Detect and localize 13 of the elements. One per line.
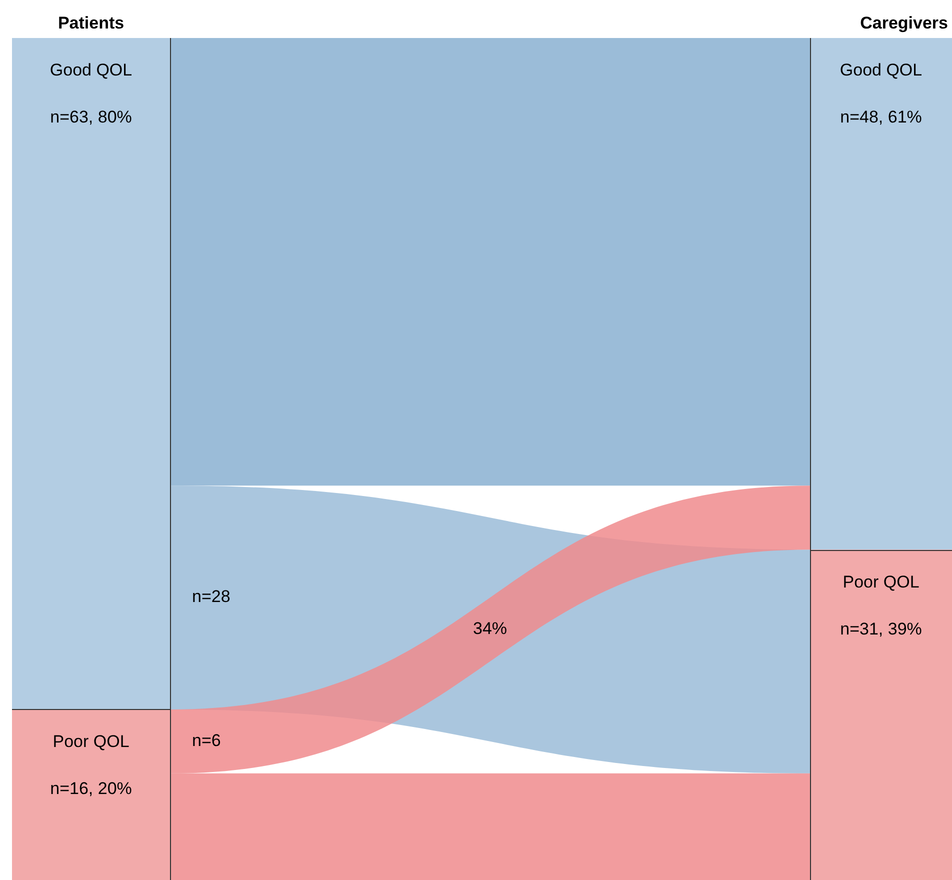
category-label: Caregivers	[860, 14, 948, 33]
series-label: Good QOL	[50, 60, 132, 80]
data-label: n=28	[192, 587, 230, 606]
data-label: n=31, 39%	[840, 619, 922, 638]
text: 34%	[472, 619, 508, 638]
data-label: n=6	[192, 731, 221, 750]
category-label: Patients	[58, 14, 124, 33]
text: Poor QOL	[842, 572, 920, 592]
series-label: Poor QOL	[52, 732, 130, 752]
data-label: n=48, 61%	[840, 108, 922, 127]
data-label: n=16, 20%	[50, 779, 132, 798]
data-label: n=63, 80%	[50, 108, 132, 127]
text: Good QOL	[840, 60, 922, 80]
